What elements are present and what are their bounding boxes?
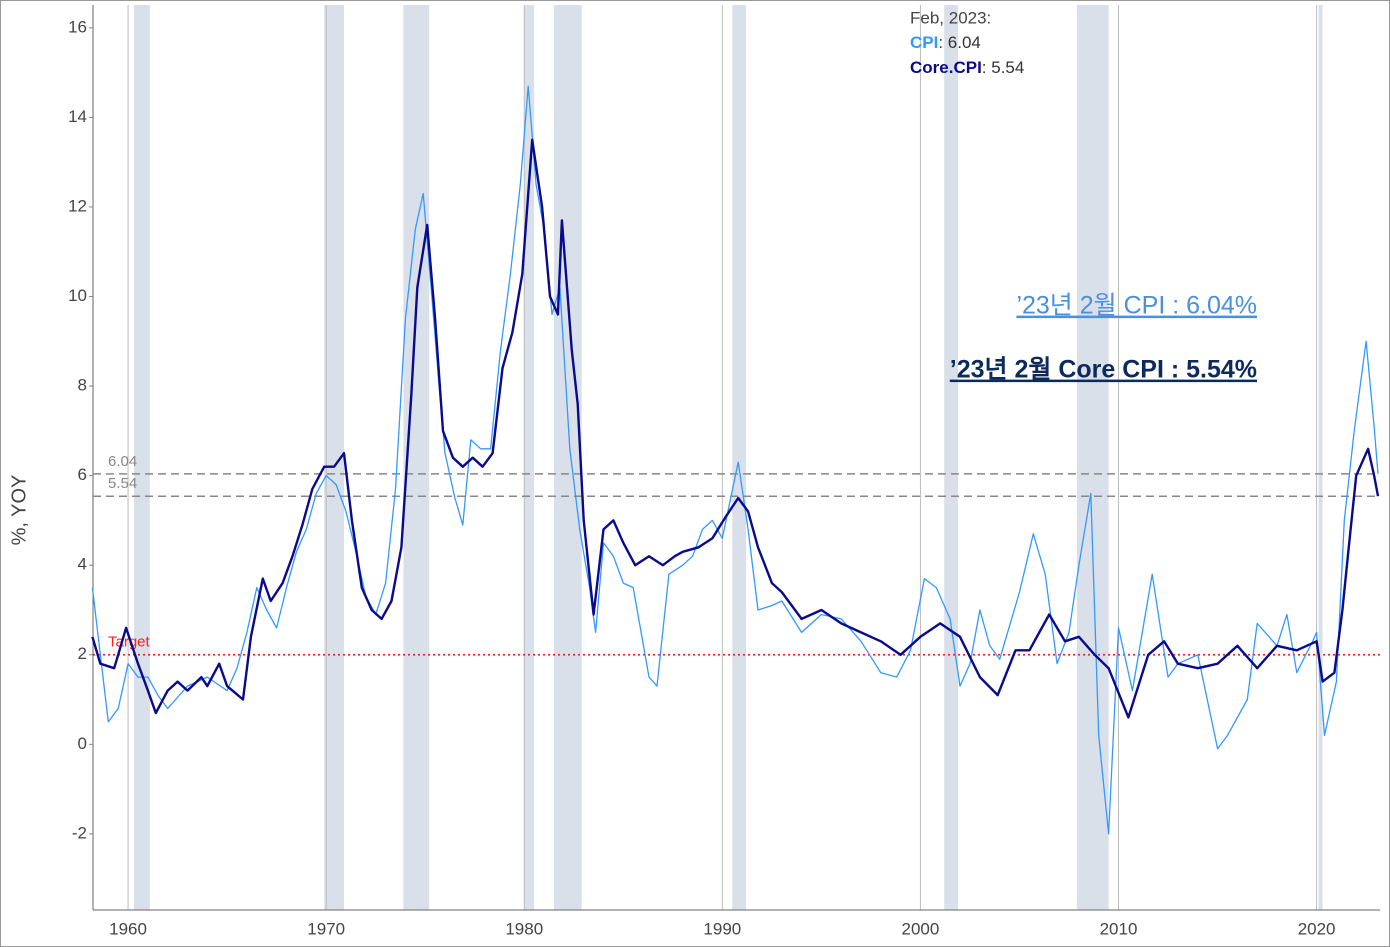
recession-band — [1318, 5, 1323, 910]
recession-band — [524, 5, 535, 910]
y-axis-label: %, YOY — [8, 475, 30, 546]
legend-entry: CPI: 6.04 — [910, 33, 981, 52]
y-tick-label: 14 — [68, 107, 87, 126]
target-label: Target — [108, 634, 151, 651]
y-tick-label: 8 — [78, 376, 87, 395]
legend-value: : 5.54 — [982, 58, 1025, 77]
legend-value: : 6.04 — [938, 33, 981, 52]
recession-band — [1076, 5, 1109, 910]
recession-band — [732, 5, 747, 910]
y-tick-label: 4 — [78, 555, 87, 574]
series-line — [91, 85, 1379, 835]
recession-band — [944, 5, 959, 910]
x-tick-label: 1990 — [703, 919, 741, 938]
y-tick-label: -2 — [72, 823, 87, 842]
y-tick-label: 16 — [68, 17, 87, 36]
y-tick-label: 2 — [78, 644, 87, 663]
legend-date: Feb, 2023: — [910, 8, 991, 27]
legend-entry: Core.CPI: 5.54 — [910, 58, 1024, 77]
note: ’23년 2월 Core CPI : 5.54% — [950, 356, 1257, 384]
recession-band — [324, 5, 344, 910]
series-line — [91, 138, 1380, 719]
x-tick-label: 2010 — [1100, 919, 1138, 938]
x-tick-label: 1960 — [109, 919, 147, 938]
note: ’23년 2월 CPI : 6.04% — [1016, 292, 1257, 320]
recession-band — [553, 5, 582, 910]
y-tick-label: 10 — [68, 286, 87, 305]
x-tick-label: 2000 — [902, 919, 940, 938]
reference-label: 5.54 — [108, 475, 137, 492]
x-tick-label: 1980 — [505, 919, 543, 938]
x-tick-label: 2020 — [1298, 919, 1336, 938]
legend-name: Core.CPI — [910, 58, 982, 77]
y-tick-label: 0 — [78, 734, 87, 753]
x-tick-label: 1970 — [307, 919, 345, 938]
legend-name: CPI — [910, 33, 938, 52]
reference-label: 6.04 — [108, 453, 137, 470]
y-tick-label: 6 — [78, 465, 87, 484]
y-tick-label: 12 — [68, 196, 87, 215]
